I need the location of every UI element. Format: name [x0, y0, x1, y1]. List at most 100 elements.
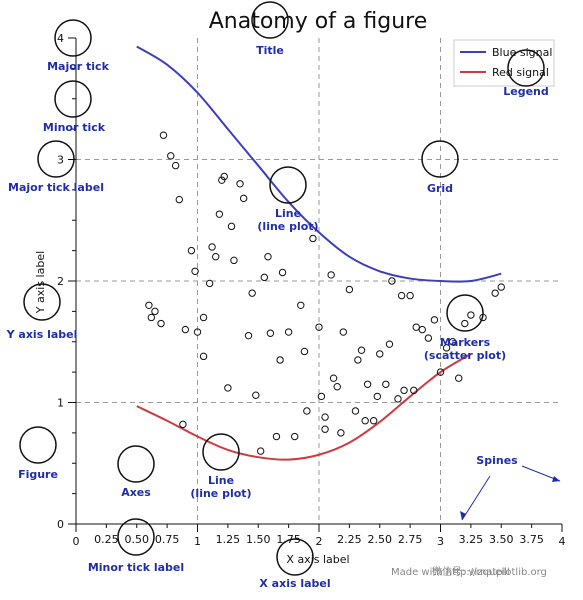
scatter-point [230, 256, 238, 265]
scatter-point [191, 267, 199, 275]
scatter-point [309, 234, 317, 243]
x-major-tick-label: 4 [559, 535, 566, 548]
scatter-point [412, 323, 420, 331]
scatter-point [145, 301, 153, 309]
scatter-point [193, 328, 202, 336]
line-blue-signal [136, 45, 502, 283]
annotations: Major tick Minor tick Major tick label Y ax… [6, 1, 549, 590]
scatter-point [337, 429, 345, 437]
scatter-point [497, 283, 505, 291]
scatter-point [256, 447, 265, 455]
annotation-circle-legend [507, 49, 545, 87]
scatter-point [329, 374, 338, 382]
scatter-point [175, 195, 183, 204]
scatter-point [244, 331, 253, 340]
x-axis-label: X axis label [286, 553, 349, 566]
legend-label-blue: Blue signal [492, 46, 552, 59]
x-minor-tick-label: 1.25 [216, 533, 241, 546]
annotation-circle-x-axis-label [276, 538, 314, 576]
annotation-circle-axes [117, 445, 155, 483]
scatter-point [357, 346, 366, 354]
legend-label-red: Red signal [492, 66, 549, 79]
x-major-tick-label: 1 [194, 535, 201, 548]
watermark-text: 微信号: vizqueill [432, 565, 510, 578]
scatter-point [385, 340, 394, 348]
scatter-point [354, 356, 362, 364]
annotation-label-line: Line [208, 474, 234, 487]
scatter-point [208, 243, 216, 251]
scatter-point [236, 180, 244, 188]
x-minor-tick-label: 2.75 [398, 533, 423, 546]
scatter-point [284, 328, 293, 336]
scatter-point [218, 176, 226, 184]
scatter-point [388, 277, 396, 285]
y-major-tick-label: 0 [57, 518, 64, 531]
scatter-point [248, 289, 256, 297]
legend: Blue signal Red signal [453, 39, 555, 87]
x-minor-tick-label: 0.50 [125, 533, 150, 546]
scatter-point [212, 253, 220, 261]
scatter-point [220, 172, 228, 181]
scatter-point [167, 152, 175, 160]
scatter-point [461, 319, 469, 328]
x-minor-tick-label: 0.25 [94, 533, 119, 546]
scatter-point [227, 222, 236, 231]
chart-title: Anatomy of a figure [209, 9, 428, 34]
x-minor-tick-label: 1.50 [246, 533, 271, 546]
spines-arrowhead-2 [552, 476, 560, 482]
scatter-point [278, 268, 287, 277]
annotation-circle-major-tick [54, 19, 92, 57]
scatter-point [406, 291, 414, 300]
scatter-point [345, 285, 354, 294]
scatter-plot [145, 131, 505, 455]
scatter-point [199, 313, 208, 322]
annotation-circle-markers [446, 294, 484, 332]
scatter-point [467, 311, 475, 319]
x-major-tick-label: 0 [73, 535, 80, 548]
x-minor-tick-label: 3.50 [489, 533, 514, 546]
annotation-label-major-tick: Major tick [47, 60, 110, 73]
x-minor-tick-label: 0.75 [155, 533, 180, 546]
spines-arrow-1 [461, 475, 491, 521]
scatter-point [339, 328, 347, 336]
scatter-point [424, 334, 433, 342]
x-minor-tick-label: 2.50 [368, 533, 393, 546]
annotation-label-major-tick-label: Major tick label [8, 181, 104, 194]
y-major-tick-label: 3 [57, 154, 64, 167]
scatter-point [418, 325, 426, 334]
scatter-point [187, 246, 196, 255]
annotation-label-minor-tick-label: Minor tick label [88, 561, 184, 574]
scatter-point [369, 417, 378, 425]
spines-arrowhead-1 [460, 511, 466, 520]
scatter-point [157, 319, 165, 328]
scatter-point [430, 316, 439, 324]
scatter-point [400, 386, 408, 395]
scatter-point [410, 386, 418, 395]
scatter-point [297, 301, 305, 309]
scatter-point [327, 271, 335, 279]
scatter-point [171, 161, 180, 170]
credit-text: Made with http://matplotlib.org [391, 567, 547, 578]
y-major-tick-label: 2 [57, 275, 64, 288]
scatter-point [397, 291, 406, 300]
annotation-label-grid: Grid [427, 182, 453, 195]
scatter-point [179, 420, 187, 429]
line-red-signal [136, 353, 472, 461]
annotation-circle-line [269, 166, 307, 204]
annotation-label-spines: Spines [476, 454, 518, 467]
legend-box [453, 39, 555, 87]
scatter-point [373, 392, 382, 401]
annotation-circle-figure [19, 426, 57, 464]
annotation-label-line: Line [275, 207, 301, 220]
scatter-point [455, 374, 463, 382]
scatter-point [147, 313, 156, 322]
scatter-point [260, 273, 269, 282]
annotation-label-line: (line plot) [190, 487, 251, 500]
scatter-point [321, 413, 329, 421]
scatter-point [394, 395, 402, 403]
x-minor-tick-label: 2.25 [337, 533, 362, 546]
annotation-circle-line [202, 433, 240, 471]
scatter-point [205, 279, 214, 288]
x-major-tick-label: 3 [437, 535, 444, 548]
scatter-point [376, 350, 384, 358]
